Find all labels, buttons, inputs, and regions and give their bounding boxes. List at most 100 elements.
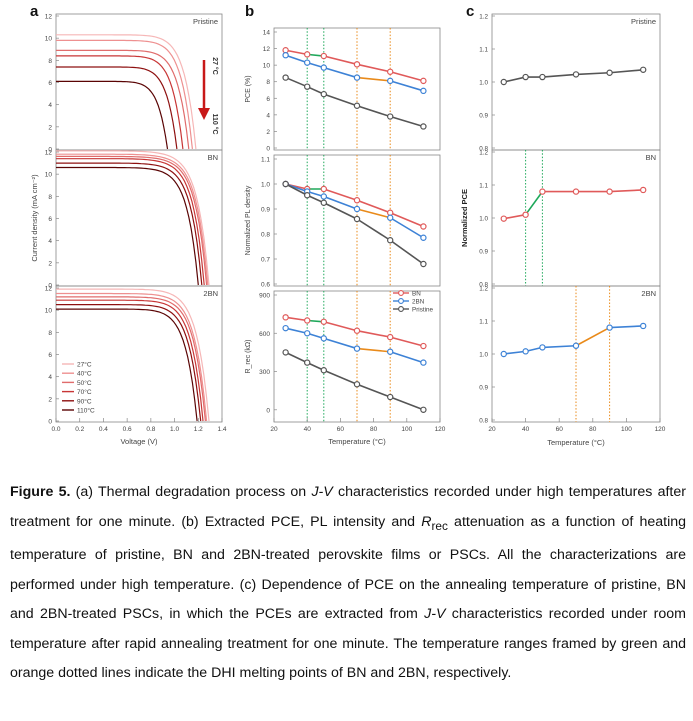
panel-a-ytick-label: 10 (45, 308, 53, 315)
figure-svg: a b c 0 2 4 6 8 10 12 Pristine 0 2 4 6 8 10 12 BN 0 2 4 6 8 10 12… (30, 3, 666, 447)
jv-curve-110°C (56, 308, 198, 422)
panel-c-ytick-label: 1.0 (479, 80, 488, 87)
panel-b-segment-Pristine (285, 351, 308, 364)
panel-b-point-BN (304, 317, 311, 324)
panel-c-xtick-label: 20 (488, 426, 496, 433)
panel-a-xtick-label: 1.4 (217, 426, 226, 433)
panel-b-legend-label: 2BN (412, 299, 425, 306)
panel-c-ytick-label: 1.1 (479, 319, 488, 326)
jv-curve-70°C (56, 299, 204, 422)
panel-b-ytick-label: 14 (263, 30, 271, 37)
panel-a-ytick-label: 0 (48, 283, 52, 290)
panel-b-ytick-label: 12 (263, 46, 271, 53)
panel-c-ytick-label: 1.2 (479, 150, 488, 157)
panel-b-segment-Pristine (356, 218, 391, 241)
panel-b-ylabel: R_rec (kΩ) (245, 339, 252, 373)
jv-curve-110°C (56, 80, 169, 150)
panel-b-segment-Pristine (389, 115, 424, 128)
panel-b-point-2BN (420, 359, 427, 366)
panel-b-point-BN (320, 52, 327, 60)
caption-text-2: characteristics recorded under high temp… (10, 484, 686, 530)
panel-b-ytick-label: 600 (259, 331, 270, 338)
panel-c-point-BN (539, 188, 546, 195)
panel-b-ytick-label: 0 (266, 146, 270, 153)
panel-c-xtick-label: 40 (522, 426, 530, 433)
panel-b-ytick-label: 4 (266, 112, 270, 119)
panel-b-ytick-label: 0.7 (261, 257, 270, 264)
panel-c-segment-Pristine (503, 76, 526, 83)
panel-b-point-Pristine (304, 359, 311, 366)
panel-b-segment-Pristine (323, 202, 358, 220)
panel-b-point-Pristine (320, 199, 327, 206)
panel-b-ytick-label: 0.6 (261, 282, 270, 289)
jv-curve-40°C (56, 292, 208, 422)
panel-b-segment-2BN (323, 66, 358, 79)
panel-b-point-2BN (282, 324, 289, 332)
arrow-label-top: 27 °C (211, 57, 219, 75)
jv-curve-70°C (56, 158, 205, 286)
jv-curve-27°C (56, 288, 210, 422)
panel-a-xtick-label: 0.6 (123, 426, 132, 433)
panel-c-subplot-label-Pristine: Pristine (631, 17, 656, 26)
panel-b-segment-Pristine (323, 93, 358, 107)
panel-c-point-2BN (606, 324, 613, 331)
panel-c-ytick-label: 1.2 (479, 286, 488, 293)
jv-curve-110°C (56, 166, 199, 286)
temperature-arrow-head (198, 108, 210, 120)
panel-c-xtick-label: 100 (621, 426, 632, 433)
panel-c-ytick-label: 1.1 (479, 183, 488, 190)
panel-b-xtick-label: 20 (270, 426, 278, 433)
caption-jv-1: J-V (311, 484, 333, 500)
panel-c-segment-Pristine (575, 71, 610, 76)
panel-b-segment-2BN (285, 327, 308, 335)
jv-curve-90°C (56, 162, 203, 286)
panel-c-ytick-label: 0.9 (479, 385, 488, 392)
panel-b-point-BN (420, 342, 427, 350)
panel-b-point-2BN (353, 205, 361, 213)
panel-a-ytick-label: 12 (45, 286, 53, 293)
panel-a-ytick-label: 12 (45, 150, 53, 157)
panel-b-xlabel: Temperature (°C) (328, 437, 386, 446)
panel-a-ytick-label: 2 (48, 124, 52, 131)
panel-b-ytick-label: 300 (259, 369, 270, 376)
panel-c-point-Pristine (500, 78, 507, 86)
caption-jv-2: J-V (424, 606, 446, 623)
panel-b-segment-Pristine (389, 239, 424, 265)
panel-b-point-BN (353, 197, 361, 204)
panel-b-point-2BN (304, 59, 311, 66)
panel-b-ytick-label: 1.1 (261, 157, 270, 164)
caption-text-1: (a) Thermal degradation process on (70, 484, 312, 500)
panel-c-segment-BN (524, 191, 544, 216)
panel-b-point-Pristine (387, 113, 394, 120)
panel-c-ytick-label: 1.0 (479, 352, 488, 359)
panel-a-ytick-label: 2 (48, 260, 52, 267)
panel-b-segment-BN (323, 321, 358, 332)
panel-b-segment-Pristine (285, 183, 308, 196)
panel-b-point-BN (320, 318, 327, 325)
panel-a-ytick-label: 8 (48, 330, 52, 337)
jv-legend-label: 27°C (77, 361, 92, 369)
panel-b-segment-2BN (389, 80, 424, 92)
panel-b-point-Pristine (282, 74, 289, 81)
panel-b-point-BN (282, 314, 289, 321)
panel-b-ytick-label: 0.9 (261, 207, 270, 214)
panel-b-segment-BN (389, 212, 424, 228)
panel-c-ytick-label: 0.9 (479, 249, 488, 256)
panel-a-ytick-label: 4 (48, 374, 52, 381)
panel-b-point-Pristine (320, 90, 327, 98)
panel-a-xtick-label: 0.2 (75, 426, 84, 433)
panel-c-point-BN (606, 188, 613, 195)
panel-c-segment-2BN (609, 325, 644, 329)
panel-c-point-Pristine (522, 73, 529, 81)
jv-curve-50°C (56, 49, 190, 150)
jv-curve-70°C (56, 55, 184, 150)
panel-b-ytick-label: 0 (266, 407, 270, 414)
panel-a-ytick-label: 8 (48, 58, 52, 65)
panel-c-ytick-label: 1.2 (479, 14, 488, 21)
panel-c-point-2BN (539, 344, 546, 351)
caption-rrec: R (421, 513, 432, 530)
panel-b-point-Pristine (353, 381, 361, 388)
panel-b-point-2BN (353, 345, 361, 352)
panel-c-point-2BN (572, 342, 580, 349)
panel-c-point-BN (640, 186, 647, 194)
